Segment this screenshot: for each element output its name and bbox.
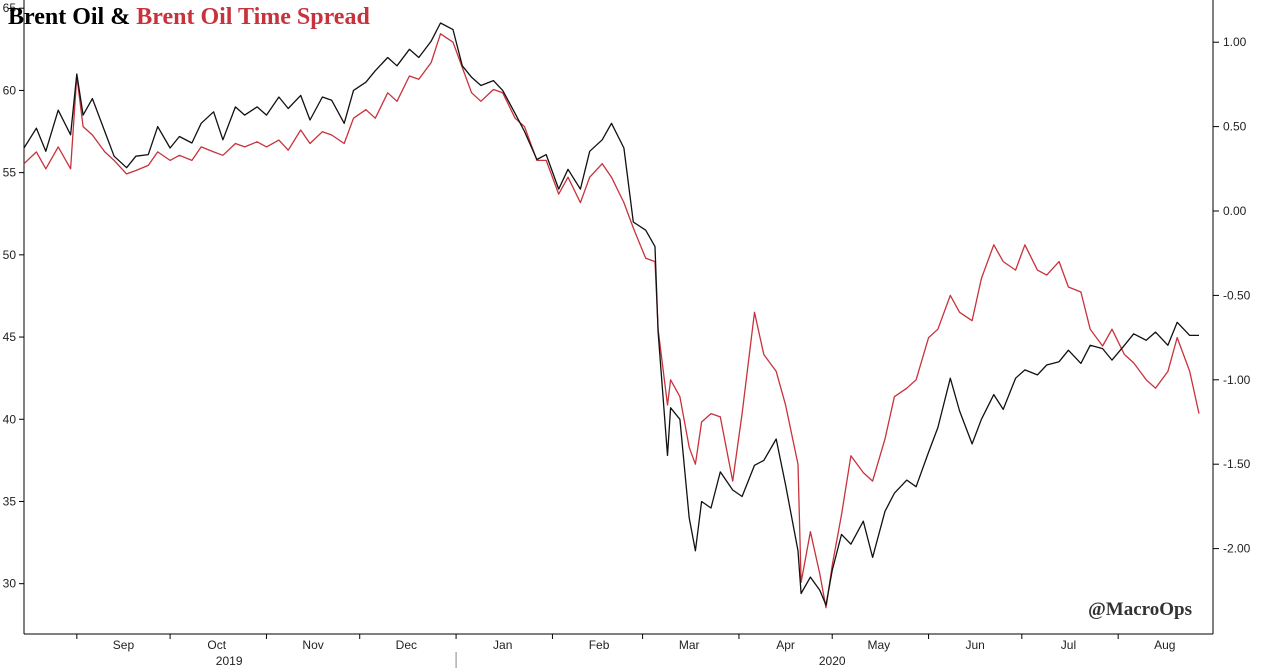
left-tick-label: 40 <box>3 412 17 426</box>
x-month-label: Dec <box>396 638 417 652</box>
chart-title-highlight: Brent Oil Time Spread <box>136 4 370 30</box>
x-month-label: Mar <box>679 638 700 652</box>
left-tick-label: 30 <box>3 577 17 591</box>
x-month-label: Aug <box>1154 638 1175 652</box>
x-month-label: Oct <box>207 638 226 652</box>
x-month-label: Nov <box>302 638 323 652</box>
right-tick-label: 1.00 <box>1223 35 1247 49</box>
left-tick-label: 65 <box>3 1 17 15</box>
x-month-label: Sep <box>113 638 135 652</box>
series-line-brent-oil <box>23 22 1199 606</box>
left-axis-ticks: 30 35 40 45 50 55 60 65 <box>3 1 24 591</box>
left-tick-label: 50 <box>3 248 17 262</box>
left-tick-label: 45 <box>3 330 17 344</box>
series-line-brent-time-spread <box>23 33 1200 609</box>
left-tick-label: 35 <box>3 494 17 508</box>
right-tick-label: -2.00 <box>1223 542 1251 556</box>
chart-title: Brent Oil & Brent Oil Time Spread <box>8 4 370 30</box>
watermark: @MacroOps <box>1088 599 1192 620</box>
chart-title-main: Brent Oil & <box>8 4 136 30</box>
x-year-label: 2019 <box>216 654 243 668</box>
left-tick-label: 60 <box>3 83 17 97</box>
series-layer <box>23 22 1200 609</box>
left-tick-label: 55 <box>3 166 17 180</box>
x-month-label: Feb <box>589 638 610 652</box>
x-year-label: 2020 <box>819 654 846 668</box>
right-tick-label: 0.50 <box>1223 120 1247 134</box>
x-month-label: Jun <box>966 638 985 652</box>
axes: 30 35 40 45 50 55 60 65 -2.00 -1.50 -1.00 -0.50 0.0… <box>3 0 1251 668</box>
x-axis-ticks: Sep Oct Nov Dec Jan Feb Mar Apr May Jun Jul Aug 2019… <box>76 634 1175 668</box>
x-month-label: May <box>867 638 890 652</box>
right-tick-label: -1.50 <box>1223 457 1251 471</box>
right-axis-ticks: -2.00 -1.50 -1.00 -0.50 0.00 0.50 1.00 <box>1213 35 1251 556</box>
x-month-label: Jan <box>493 638 512 652</box>
x-month-label: Apr <box>776 638 795 652</box>
right-tick-label: 0.00 <box>1223 204 1247 218</box>
right-tick-label: -1.00 <box>1223 373 1251 387</box>
x-month-label: Jul <box>1061 638 1076 652</box>
right-tick-label: -0.50 <box>1223 288 1251 302</box>
